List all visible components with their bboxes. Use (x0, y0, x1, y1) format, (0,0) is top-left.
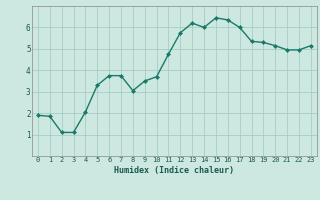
X-axis label: Humidex (Indice chaleur): Humidex (Indice chaleur) (115, 166, 234, 175)
